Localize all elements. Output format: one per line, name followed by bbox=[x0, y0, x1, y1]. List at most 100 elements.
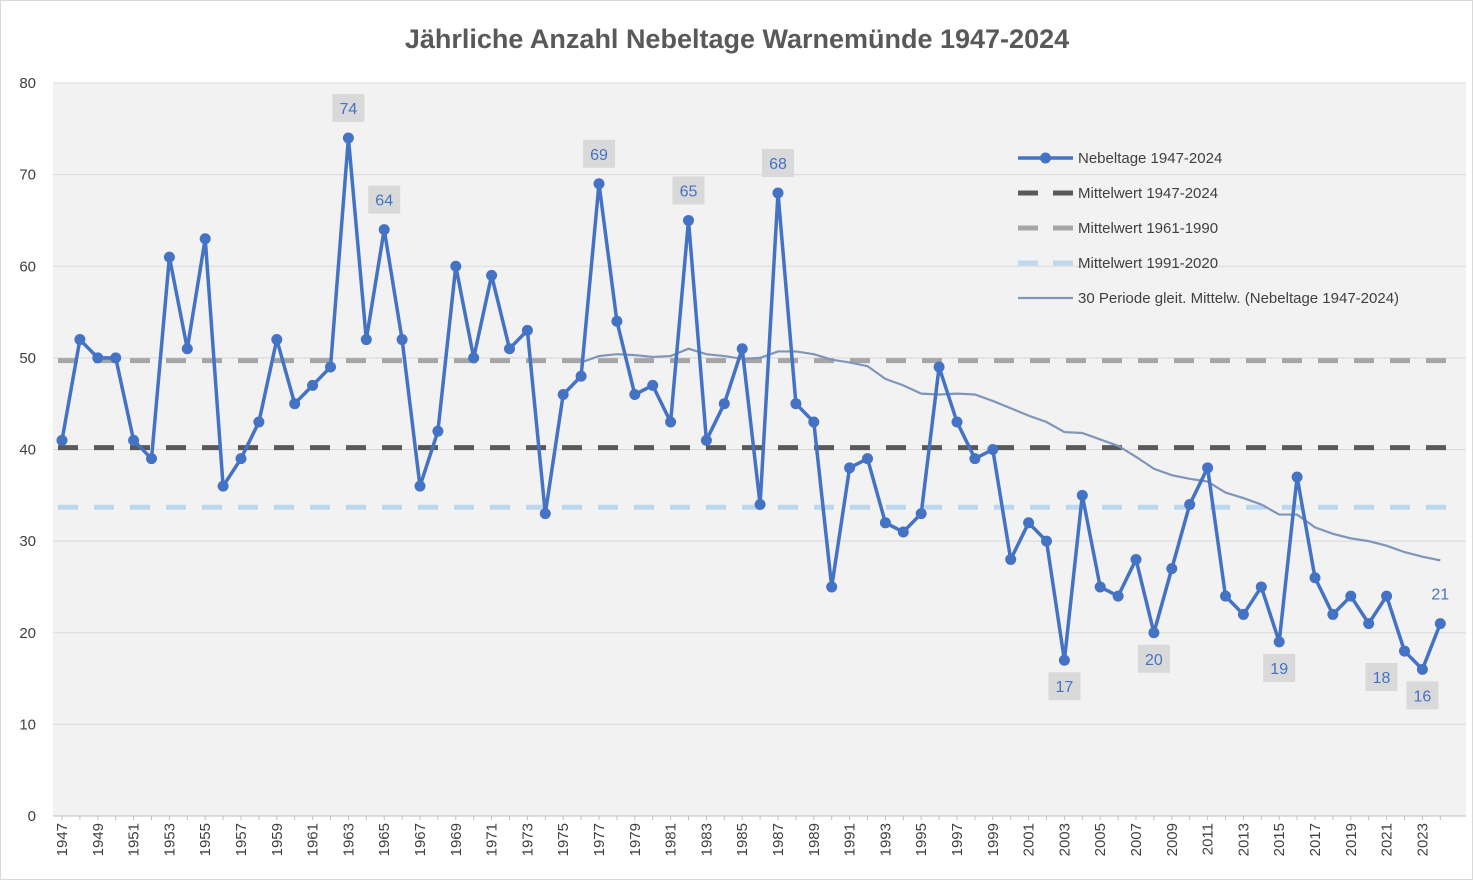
data-point bbox=[414, 480, 426, 492]
data-label: 64 bbox=[375, 193, 393, 210]
x-tick-label: 1973 bbox=[519, 823, 536, 856]
x-tick-label: 1957 bbox=[233, 823, 250, 856]
data-point bbox=[1005, 553, 1017, 565]
data-label: 65 bbox=[680, 183, 698, 200]
data-point bbox=[987, 444, 999, 455]
x-tick-label: 1971 bbox=[484, 823, 501, 856]
data-point bbox=[1023, 517, 1035, 529]
data-point bbox=[915, 508, 927, 520]
data-label-box bbox=[332, 93, 365, 122]
data-point bbox=[1345, 590, 1357, 602]
y-tick-label: 60 bbox=[19, 258, 36, 275]
data-point bbox=[342, 132, 354, 144]
data-point bbox=[1094, 581, 1106, 593]
data-point bbox=[253, 416, 265, 428]
data-point bbox=[772, 187, 784, 199]
x-tick-label: 1969 bbox=[448, 823, 465, 856]
x-axis: 1947 1949 1951 1953 1955 1957 1959 1961 1963 1965… bbox=[54, 816, 1441, 856]
data-label-box bbox=[1048, 672, 1081, 701]
data-point bbox=[432, 425, 444, 437]
x-tick-label: 2007 bbox=[1128, 823, 1145, 856]
data-point bbox=[1381, 590, 1393, 602]
data-point bbox=[826, 581, 838, 593]
data-point bbox=[557, 389, 569, 401]
data-label: 19 bbox=[1270, 661, 1288, 678]
data-label-box bbox=[1406, 681, 1439, 710]
data-point bbox=[1309, 572, 1321, 584]
data-point bbox=[271, 334, 283, 346]
data-point bbox=[1202, 462, 1214, 474]
data-point bbox=[1076, 489, 1088, 501]
data-point bbox=[647, 379, 659, 391]
data-point bbox=[74, 334, 86, 346]
data-point bbox=[897, 526, 909, 538]
legend-label: Mittelwert 1947-2024 bbox=[1078, 185, 1218, 202]
x-tick-label: 2015 bbox=[1271, 823, 1288, 856]
data-label-box bbox=[368, 185, 401, 214]
data-point bbox=[754, 498, 766, 510]
data-point bbox=[521, 324, 533, 336]
data-point bbox=[844, 462, 856, 474]
data-point bbox=[718, 398, 730, 410]
data-point bbox=[486, 269, 498, 281]
data-point bbox=[110, 352, 122, 364]
data-point bbox=[1058, 654, 1070, 666]
data-point bbox=[683, 214, 694, 226]
nebeltage-line bbox=[60, 136, 1442, 672]
x-tick-label: 1979 bbox=[627, 823, 644, 856]
x-tick-label: 1955 bbox=[197, 823, 214, 856]
data-point bbox=[665, 416, 677, 428]
data-point bbox=[325, 361, 336, 373]
data-point bbox=[1148, 627, 1160, 639]
data-point bbox=[1220, 590, 1231, 602]
y-tick-label: 20 bbox=[19, 625, 36, 642]
x-tick-label: 2021 bbox=[1379, 823, 1396, 856]
data-point bbox=[378, 224, 390, 236]
x-tick-label: 1967 bbox=[412, 823, 429, 856]
data-point bbox=[92, 352, 104, 364]
data-point bbox=[951, 416, 963, 428]
x-tick-label: 1947 bbox=[54, 823, 71, 856]
y-axis: 0 10 20 30 40 50 60 70 80 bbox=[19, 75, 36, 825]
x-tick-label: 1995 bbox=[913, 823, 930, 856]
data-label: 20 bbox=[1145, 652, 1163, 669]
x-tick-label: 1977 bbox=[591, 823, 608, 856]
x-tick-label: 2003 bbox=[1056, 823, 1073, 856]
legend-label: 30 Periode gleit. Mittelw. (Nebeltage 19… bbox=[1078, 290, 1399, 307]
legend-label: Mittelwert 1961-1990 bbox=[1078, 220, 1218, 237]
data-point bbox=[879, 517, 891, 529]
data-point bbox=[468, 352, 480, 364]
legend: Nebeltage 1947-2024 Mittelwert 1947-2024 M… bbox=[1018, 150, 1399, 307]
x-tick-label: 2019 bbox=[1343, 823, 1360, 856]
x-tick-label: 2009 bbox=[1164, 823, 1181, 856]
moving-average-line bbox=[580, 347, 1441, 562]
data-point bbox=[289, 398, 301, 410]
data-point bbox=[128, 434, 140, 446]
data-point bbox=[360, 334, 372, 346]
data-point bbox=[1130, 553, 1142, 565]
data-label: 16 bbox=[1414, 688, 1432, 705]
x-tick-label: 1989 bbox=[806, 823, 823, 856]
data-point bbox=[969, 453, 981, 465]
x-tick-label: 1965 bbox=[376, 823, 393, 856]
data-point bbox=[575, 370, 587, 382]
data-point bbox=[1399, 645, 1410, 657]
legend-label: Nebeltage 1947-2024 bbox=[1078, 150, 1222, 167]
x-tick-label: 1975 bbox=[555, 823, 572, 856]
y-tick-label: 10 bbox=[19, 716, 36, 733]
y-tick-label: 80 bbox=[19, 75, 36, 92]
data-point bbox=[396, 334, 408, 346]
data-point bbox=[1363, 618, 1375, 630]
data-point bbox=[1291, 471, 1303, 483]
y-tick-label: 40 bbox=[19, 442, 36, 459]
data-point bbox=[1184, 498, 1196, 510]
data-label: 68 bbox=[769, 156, 787, 173]
data-labels: 74 64 69 65 68 17 20 19 18 16 21 bbox=[332, 93, 1449, 710]
data-point bbox=[146, 453, 157, 465]
data-point bbox=[1273, 636, 1285, 648]
x-tick-label: 2023 bbox=[1414, 823, 1431, 856]
data-point bbox=[235, 453, 247, 465]
data-label-box bbox=[762, 148, 794, 177]
